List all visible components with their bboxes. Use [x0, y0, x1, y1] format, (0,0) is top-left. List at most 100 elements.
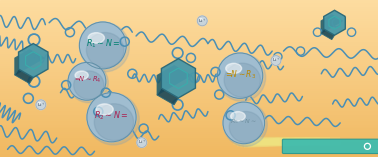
Polygon shape: [19, 43, 48, 78]
Bar: [0, 151, 378, 153]
Ellipse shape: [88, 33, 104, 43]
Ellipse shape: [94, 104, 134, 141]
Bar: [0, 100, 378, 102]
Ellipse shape: [231, 112, 245, 121]
Text: Li$^+$: Li$^+$: [198, 17, 206, 25]
Circle shape: [197, 16, 207, 26]
Polygon shape: [157, 88, 178, 105]
Bar: [0, 137, 378, 139]
Bar: [0, 88, 378, 90]
Bar: [0, 51, 378, 53]
Bar: [0, 155, 378, 157]
Bar: [0, 106, 378, 108]
Bar: [0, 16, 378, 18]
Bar: [0, 39, 378, 41]
Bar: [0, 116, 378, 118]
Bar: [0, 147, 378, 149]
Bar: [0, 124, 378, 126]
Text: $R_2{\sim}N{=}$: $R_2{\sim}N{=}$: [94, 109, 129, 122]
Bar: [0, 84, 378, 86]
Ellipse shape: [96, 104, 113, 115]
Circle shape: [79, 22, 126, 69]
Bar: [0, 30, 378, 31]
Bar: [0, 67, 378, 69]
Bar: [0, 22, 378, 24]
Circle shape: [223, 102, 265, 144]
Bar: [0, 139, 378, 141]
Bar: [0, 78, 378, 80]
Bar: [0, 12, 378, 14]
Text: Li$^+$: Li$^+$: [138, 139, 146, 146]
Bar: [0, 149, 378, 151]
Bar: [0, 145, 378, 147]
Bar: [0, 73, 378, 75]
Bar: [0, 114, 378, 116]
Bar: [0, 18, 378, 20]
Ellipse shape: [224, 103, 267, 146]
Polygon shape: [161, 59, 195, 98]
Bar: [0, 69, 378, 71]
FancyBboxPatch shape: [282, 139, 378, 154]
Bar: [0, 143, 378, 145]
Bar: [0, 6, 378, 8]
Circle shape: [68, 62, 106, 100]
Polygon shape: [15, 49, 44, 75]
Bar: [0, 59, 378, 61]
Bar: [0, 24, 378, 26]
Bar: [0, 49, 378, 51]
Text: Li$^+$: Li$^+$: [37, 101, 45, 109]
Polygon shape: [15, 69, 33, 84]
Bar: [0, 41, 378, 43]
Bar: [0, 135, 378, 137]
Polygon shape: [321, 29, 335, 40]
Polygon shape: [157, 65, 191, 95]
Circle shape: [271, 56, 281, 65]
Bar: [0, 57, 378, 59]
Ellipse shape: [87, 32, 124, 68]
Bar: [0, 133, 378, 135]
Bar: [0, 122, 378, 124]
Ellipse shape: [226, 63, 242, 73]
Bar: [0, 80, 378, 82]
Bar: [0, 61, 378, 63]
Bar: [0, 126, 378, 127]
Bar: [0, 130, 378, 131]
Ellipse shape: [69, 63, 108, 103]
Bar: [0, 96, 378, 98]
Text: $=\!\!N{\sim}R_3$: $=\!\!N{\sim}R_3$: [224, 68, 256, 81]
Bar: [0, 98, 378, 100]
Bar: [0, 55, 378, 57]
Bar: [0, 33, 378, 35]
Circle shape: [87, 93, 136, 142]
Bar: [0, 27, 378, 30]
Ellipse shape: [88, 93, 139, 145]
Bar: [0, 94, 378, 96]
Bar: [0, 20, 378, 22]
Bar: [0, 108, 378, 110]
Ellipse shape: [200, 19, 202, 20]
Bar: [0, 127, 378, 130]
Bar: [0, 75, 378, 77]
Bar: [0, 14, 378, 16]
Circle shape: [137, 138, 147, 147]
Bar: [0, 82, 378, 84]
Bar: [0, 153, 378, 155]
Ellipse shape: [39, 103, 41, 104]
Ellipse shape: [80, 23, 129, 72]
Ellipse shape: [274, 58, 276, 60]
Bar: [0, 53, 378, 55]
Ellipse shape: [75, 71, 88, 80]
Bar: [0, 112, 378, 114]
Ellipse shape: [139, 140, 142, 142]
Bar: [0, 47, 378, 49]
Bar: [0, 35, 378, 37]
Bar: [0, 71, 378, 73]
Bar: [0, 118, 378, 120]
Ellipse shape: [218, 54, 266, 101]
Ellipse shape: [224, 63, 260, 97]
Circle shape: [36, 100, 46, 110]
Bar: [0, 4, 378, 6]
Bar: [0, 31, 378, 33]
Text: Li$^+$: Li$^+$: [272, 57, 280, 64]
Bar: [0, 120, 378, 122]
